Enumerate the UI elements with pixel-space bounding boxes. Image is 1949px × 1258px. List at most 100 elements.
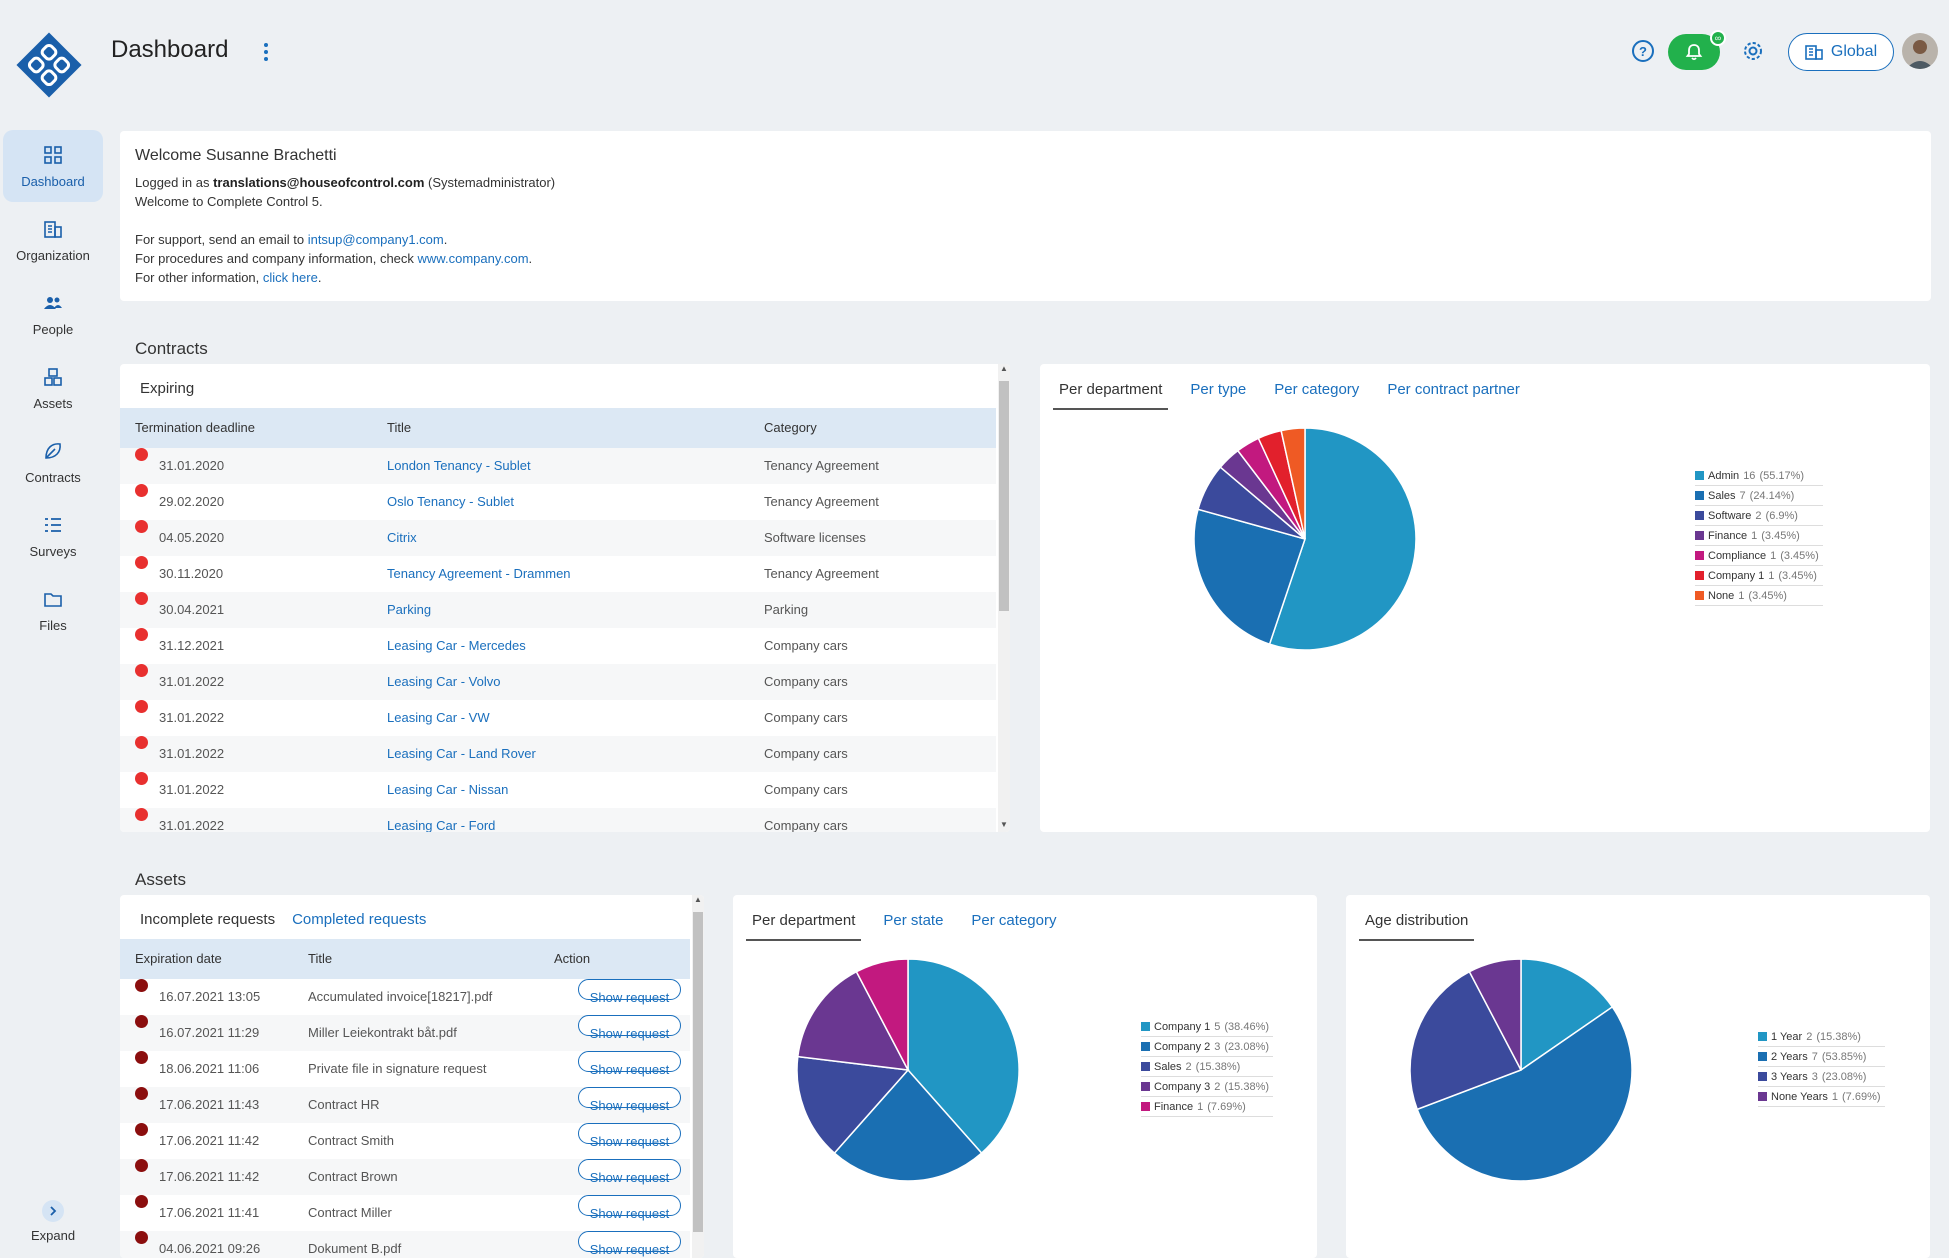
table-row[interactable]: 04.05.2020 Citrix Software licenses (120, 520, 996, 556)
legend-item[interactable]: Admin 16 (55.17%) (1695, 466, 1823, 486)
column-header-expiration-date[interactable]: Expiration date (135, 951, 222, 966)
column-header-title[interactable]: Title (387, 420, 412, 435)
tab-per-category[interactable]: Per category (971, 912, 1057, 929)
contract-title-link[interactable]: Oslo Tenancy - Sublet (387, 494, 514, 509)
legend-item[interactable]: Sales 2 (15.38%) (1141, 1057, 1274, 1077)
legend-item[interactable]: Software 2 (6.9%) (1695, 506, 1823, 526)
table-row[interactable]: 31.01.2022 Leasing Car - Land Rover Compan… (120, 736, 996, 772)
pie-slice-3-years[interactable] (1409, 970, 1523, 1111)
legend-item[interactable]: Finance 1 (3.45%) (1695, 526, 1823, 546)
table-row[interactable]: 31.01.2022 Leasing Car - Volvo Company car… (120, 664, 996, 700)
show-request-button[interactable]: Show request (578, 1231, 681, 1257)
legend-item[interactable]: None Years 1 (7.69%) (1758, 1087, 1885, 1107)
legend-item[interactable]: Compliance 1 (3.45%) (1695, 546, 1823, 566)
pie-slice-none[interactable] (1280, 427, 1306, 540)
sidebar-item-organization[interactable]: Organization (3, 204, 103, 276)
support-email-link[interactable]: intsup@company1.com (307, 232, 444, 247)
tab-age-distribution[interactable]: Age distribution (1359, 912, 1475, 941)
scroll-up-icon[interactable]: ▲ (1000, 364, 1008, 373)
pie-slice-none-years[interactable] (1468, 958, 1522, 1071)
tab-incomplete-requests[interactable]: Incomplete requests (140, 911, 276, 928)
pie-slice-company-3[interactable] (796, 970, 910, 1071)
pie-slice-finance[interactable] (855, 958, 909, 1071)
pie-slice-sales[interactable] (1193, 508, 1306, 646)
help-icon[interactable]: ? (1628, 36, 1658, 66)
global-scope-button[interactable]: Global (1788, 33, 1894, 71)
tab-completed-requests[interactable]: Completed requests (292, 911, 427, 928)
sidebar-item-contracts[interactable]: Contracts (3, 426, 103, 498)
contract-title-link[interactable]: Tenancy Agreement - Drammen (387, 566, 571, 581)
pie-slice-company-1[interactable] (907, 958, 1020, 1155)
column-header-category[interactable]: Category (764, 420, 817, 435)
settings-gear-icon[interactable] (1738, 36, 1768, 66)
show-request-button[interactable]: Show request (578, 1051, 681, 1077)
contract-title-link[interactable]: Leasing Car - Ford (387, 818, 496, 832)
company-website-link[interactable]: www.company.com (417, 251, 529, 266)
contract-title-link[interactable]: Leasing Car - Volvo (387, 674, 501, 689)
sidebar-item-label: Dashboard (21, 173, 85, 189)
pie-slice-sales[interactable] (796, 1055, 910, 1155)
pie-slice-admin[interactable] (1268, 427, 1417, 651)
tab-per-state[interactable]: Per state (883, 912, 944, 929)
show-request-button[interactable]: Show request (578, 1123, 681, 1149)
legend-item[interactable]: 2 Years 7 (53.85%) (1758, 1047, 1885, 1067)
column-header-title[interactable]: Title (308, 951, 333, 966)
table-row[interactable]: 30.11.2020 Tenancy Agreement - Drammen Ten… (120, 556, 996, 592)
table-row[interactable]: 29.02.2020 Oslo Tenancy - Sublet Tenancy A… (120, 484, 996, 520)
tab-per-department[interactable]: Per department (746, 912, 862, 941)
table-row[interactable]: 30.04.2021 Parking Parking (120, 592, 996, 628)
show-request-button[interactable]: Show request (578, 1015, 681, 1041)
contract-title-link[interactable]: Leasing Car - Land Rover (387, 746, 536, 761)
click-here-link[interactable]: click here (262, 270, 318, 285)
contracts-scrollbar[interactable]: ▲ ▼ (998, 364, 1010, 832)
sidebar-item-people[interactable]: People (3, 278, 103, 350)
table-row[interactable]: 31.01.2020 London Tenancy - Sublet Tenancy… (120, 448, 996, 484)
scroll-down-icon[interactable]: ▼ (1000, 820, 1008, 829)
table-row[interactable]: 31.01.2022 Leasing Car - Nissan Company ca… (120, 772, 996, 808)
assets-department-chart-card: Per department Per state Per category Co… (733, 895, 1317, 1258)
contract-title-link[interactable]: Leasing Car - Mercedes (387, 638, 526, 653)
contract-title-link[interactable]: Citrix (387, 530, 417, 545)
show-request-button[interactable]: Show request (578, 1195, 681, 1221)
table-row[interactable]: 31.01.2022 Leasing Car - VW Company cars (120, 700, 996, 736)
sidebar-item-surveys[interactable]: Surveys (3, 500, 103, 572)
tab-expiring[interactable]: Expiring (140, 380, 195, 397)
scrollbar-thumb[interactable] (999, 381, 1009, 611)
tab-per-type[interactable]: Per type (1190, 381, 1247, 398)
show-request-button[interactable]: Show request (578, 1159, 681, 1185)
contract-title-link[interactable]: Leasing Car - Nissan (387, 782, 509, 797)
legend-item[interactable]: Finance 1 (7.69%) (1141, 1097, 1274, 1117)
sidebar-item-files[interactable]: Files (3, 574, 103, 646)
legend-item[interactable]: Sales 7 (24.14%) (1695, 486, 1823, 506)
legend-item[interactable]: Company 1 1 (3.45%) (1695, 566, 1823, 586)
contract-title-link[interactable]: Parking (387, 602, 432, 617)
expand-sidebar-button[interactable]: Expand (3, 1200, 103, 1250)
table-row[interactable]: 31.12.2021 Leasing Car - Mercedes Company … (120, 628, 996, 664)
assets-scrollbar[interactable]: ▲ (692, 895, 704, 1258)
pie-slice-2-years[interactable] (1416, 1005, 1633, 1182)
tab-per-contract-partner[interactable]: Per contract partner (1387, 381, 1520, 398)
sidebar-item-dashboard[interactable]: Dashboard (3, 130, 103, 202)
user-avatar[interactable] (1902, 33, 1938, 69)
pie-slice-company-2[interactable] (833, 1068, 983, 1182)
pie-slice-1-year[interactable] (1520, 958, 1614, 1072)
contract-title-link[interactable]: Leasing Car - VW (387, 710, 490, 725)
column-header-termination-deadline[interactable]: Termination deadline (135, 420, 255, 435)
legend-item[interactable]: 3 Years 3 (23.08%) (1758, 1067, 1885, 1087)
scrollbar-thumb[interactable] (693, 912, 703, 1232)
legend-item[interactable]: Company 3 2 (15.38%) (1141, 1077, 1274, 1097)
company-logo[interactable] (14, 30, 84, 100)
legend-item[interactable]: Company 1 5 (38.46%) (1141, 1017, 1274, 1037)
show-request-button[interactable]: Show request (578, 1087, 681, 1113)
more-options-icon[interactable] (260, 40, 272, 64)
scroll-up-icon[interactable]: ▲ (694, 895, 702, 904)
table-row[interactable]: 31.01.2022 Leasing Car - Ford Company cars (120, 808, 996, 832)
legend-item[interactable]: None 1 (3.45%) (1695, 586, 1823, 606)
legend-item[interactable]: 1 Year 2 (15.38%) (1758, 1027, 1885, 1047)
legend-item[interactable]: Company 2 3 (23.08%) (1141, 1037, 1274, 1057)
tab-per-department[interactable]: Per department (1053, 381, 1169, 410)
tab-per-category[interactable]: Per category (1274, 381, 1360, 398)
sidebar-item-assets[interactable]: Assets (3, 352, 103, 424)
show-request-button[interactable]: Show request (578, 979, 681, 1005)
contract-title-link[interactable]: London Tenancy - Sublet (387, 458, 531, 473)
